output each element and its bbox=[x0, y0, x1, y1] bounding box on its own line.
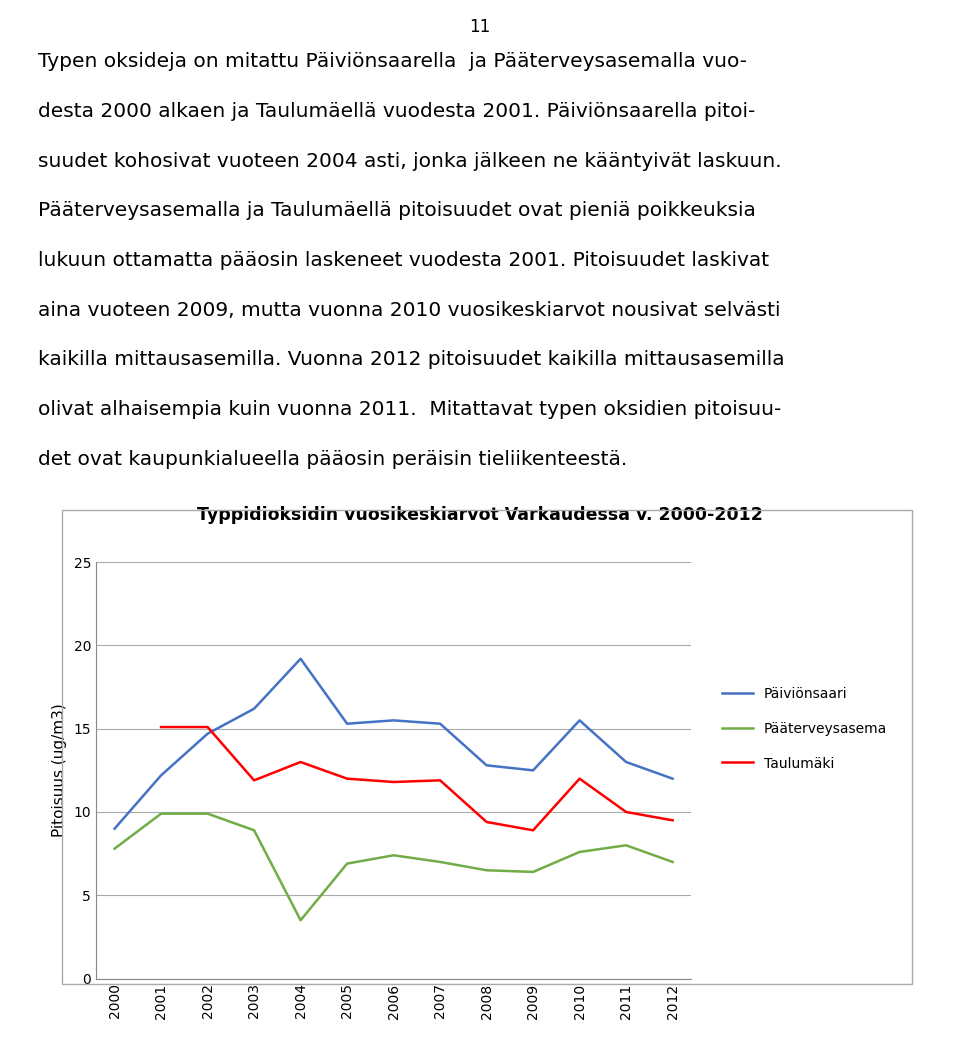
Text: aina vuoteen 2009, mutta vuonna 2010 vuosikeskiarvot nousivat selvästi: aina vuoteen 2009, mutta vuonna 2010 vuo… bbox=[38, 301, 780, 320]
Pääterveysasema bbox=[295, 914, 306, 926]
Y-axis label: Pitoisuus (ug/m3): Pitoisuus (ug/m3) bbox=[52, 704, 66, 837]
Taulumäki bbox=[295, 756, 306, 768]
Pääterveysasema bbox=[481, 864, 492, 877]
Taulumäki bbox=[620, 806, 632, 818]
Taulumäki bbox=[156, 720, 167, 733]
Pääterveysasema bbox=[667, 856, 679, 868]
Pääterveysasema bbox=[574, 845, 586, 858]
Text: Typen oksideja on mitattu Päiviönsaarella  ja Pääterveysasemalla vuo-: Typen oksideja on mitattu Päiviönsaarell… bbox=[38, 52, 748, 71]
Taulumäki bbox=[202, 720, 213, 733]
Päiviönsaari bbox=[156, 769, 167, 782]
Pääterveysasema bbox=[527, 866, 539, 879]
Pääterveysasema bbox=[202, 808, 213, 820]
Taulumäki bbox=[388, 776, 399, 788]
Text: lukuun ottamatta pääosin laskeneet vuodesta 2001. Pitoisuudet laskivat: lukuun ottamatta pääosin laskeneet vuode… bbox=[38, 251, 770, 270]
Päiviönsaari bbox=[202, 728, 213, 740]
Päiviönsaari bbox=[481, 759, 492, 771]
Päiviönsaari bbox=[574, 714, 586, 727]
Pääterveysasema bbox=[342, 858, 353, 870]
Text: desta 2000 alkaen ja Taulumäellä vuodesta 2001. Päiviönsaarella pitoi-: desta 2000 alkaen ja Taulumäellä vuodest… bbox=[38, 102, 756, 121]
Pääterveysasema bbox=[388, 849, 399, 862]
Pääterveysasema bbox=[156, 808, 167, 820]
Line: Taulumäki: Taulumäki bbox=[161, 727, 673, 831]
Päiviönsaari bbox=[295, 653, 306, 665]
Text: kaikilla mittausasemilla. Vuonna 2012 pitoisuudet kaikilla mittausasemilla: kaikilla mittausasemilla. Vuonna 2012 pi… bbox=[38, 351, 785, 370]
Taulumäki bbox=[527, 824, 539, 837]
Taulumäki bbox=[574, 772, 586, 785]
Text: det ovat kaupunkialueella pääosin peräisin tieliikenteestä.: det ovat kaupunkialueella pääosin peräis… bbox=[38, 450, 628, 468]
Taulumäki bbox=[434, 775, 445, 787]
Pääterveysasema bbox=[249, 824, 260, 837]
Päiviönsaari bbox=[342, 717, 353, 730]
Taulumäki bbox=[667, 814, 679, 827]
Line: Pääterveysasema: Pääterveysasema bbox=[114, 814, 673, 920]
Text: Typpidioksidin vuosikeskiarvot Varkaudessa v. 2000-2012: Typpidioksidin vuosikeskiarvot Varkaudes… bbox=[197, 506, 763, 524]
Text: olivat alhaisempia kuin vuonna 2011.  Mitattavat typen oksidien pitoisuu-: olivat alhaisempia kuin vuonna 2011. Mit… bbox=[38, 400, 781, 420]
Pääterveysasema bbox=[108, 842, 120, 855]
Päiviönsaari bbox=[667, 772, 679, 785]
Päiviönsaari bbox=[620, 756, 632, 768]
Pääterveysasema bbox=[434, 856, 445, 868]
Päiviönsaari bbox=[249, 703, 260, 715]
Taulumäki bbox=[481, 816, 492, 829]
Text: 11: 11 bbox=[469, 18, 491, 35]
Text: Pääterveysasemalla ja Taulumäellä pitoisuudet ovat pieniä poikkeuksia: Pääterveysasemalla ja Taulumäellä pitois… bbox=[38, 201, 756, 221]
Legend: Päiviönsaari, Pääterveysasema, Taulumäki: Päiviönsaari, Pääterveysasema, Taulumäki bbox=[722, 687, 887, 770]
Päiviönsaari bbox=[108, 822, 120, 835]
Päiviönsaari bbox=[527, 764, 539, 777]
Line: Päiviönsaari: Päiviönsaari bbox=[114, 659, 673, 829]
Päiviönsaari bbox=[388, 714, 399, 727]
Text: suudet kohosivat vuoteen 2004 asti, jonka jälkeen ne kääntyivät laskuun.: suudet kohosivat vuoteen 2004 asti, jonk… bbox=[38, 152, 782, 171]
Pääterveysasema bbox=[620, 839, 632, 852]
Päiviönsaari bbox=[434, 717, 445, 730]
Taulumäki bbox=[249, 775, 260, 787]
Taulumäki bbox=[342, 772, 353, 785]
